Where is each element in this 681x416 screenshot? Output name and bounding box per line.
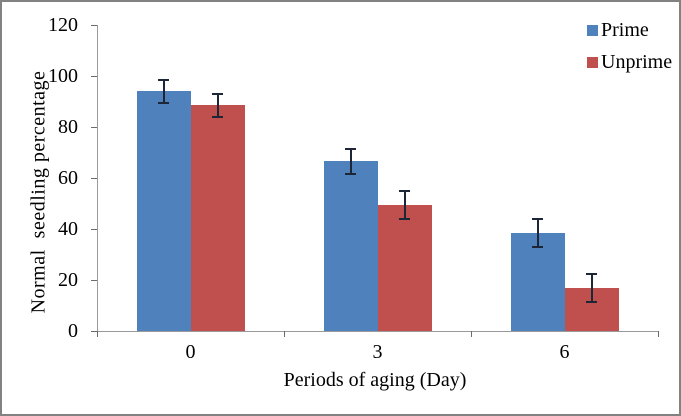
error-bar-unprime-3-cap-bottom xyxy=(399,217,410,220)
y-tick-label: 0 xyxy=(68,320,78,342)
error-bar-prime-0-cap-top xyxy=(158,78,169,81)
y-tick-mark xyxy=(91,331,97,332)
error-bar-prime-3-cap-top xyxy=(345,147,356,150)
y-tick-label: 20 xyxy=(58,269,78,291)
bar-unprime-0 xyxy=(190,105,245,331)
error-bar-prime-3-stem xyxy=(349,148,352,175)
error-bar-prime-6-stem xyxy=(536,218,539,247)
y-tick-label: 120 xyxy=(48,14,78,36)
error-bar-unprime-6-cap-bottom xyxy=(586,300,597,303)
y-tick-mark xyxy=(91,229,97,230)
y-tick-label: 80 xyxy=(58,116,78,138)
y-axis-line xyxy=(97,25,98,332)
x-tick-label: 6 xyxy=(559,341,570,363)
error-bar-prime-6-cap-bottom xyxy=(532,245,543,248)
error-bar-unprime-6-stem xyxy=(590,273,593,302)
y-tick-label: 60 xyxy=(58,167,78,189)
y-tick-label: 100 xyxy=(48,65,78,87)
x-axis-line xyxy=(97,331,659,332)
bar-prime-3 xyxy=(323,161,378,331)
legend-label-unprime: Unprime xyxy=(601,51,673,73)
y-tick-mark xyxy=(91,25,97,26)
x-tick-mark xyxy=(658,331,659,337)
error-bar-unprime-6-cap-top xyxy=(586,272,597,275)
y-tick-mark xyxy=(91,76,97,77)
y-tick-label: 40 xyxy=(58,218,78,240)
x-tick-label: 3 xyxy=(372,341,383,363)
y-tick-mark xyxy=(91,127,97,128)
bar-prime-6 xyxy=(510,232,565,331)
bar-unprime-3 xyxy=(377,204,432,331)
error-bar-unprime-3-stem xyxy=(403,190,406,219)
legend-item-prime: Prime xyxy=(587,19,672,41)
x-tick-label: 0 xyxy=(185,341,196,363)
error-bar-prime-0-stem xyxy=(162,79,165,103)
x-tick-mark xyxy=(97,331,98,337)
error-bar-prime-0-cap-bottom xyxy=(158,101,169,104)
legend-label-prime: Prime xyxy=(601,19,649,41)
error-bar-unprime-0-stem xyxy=(216,93,219,117)
x-tick-mark xyxy=(471,331,472,337)
x-tick-mark xyxy=(284,331,285,337)
error-bar-unprime-3-cap-top xyxy=(399,189,410,192)
y-tick-mark xyxy=(91,178,97,179)
error-bar-unprime-0-cap-top xyxy=(212,92,223,95)
y-tick-mark xyxy=(91,280,97,281)
error-bar-prime-3-cap-bottom xyxy=(345,173,356,176)
legend-swatch-unprime xyxy=(587,56,598,68)
legend-swatch-prime xyxy=(587,24,598,36)
error-bar-unprime-0-cap-bottom xyxy=(212,115,223,118)
bar-prime-0 xyxy=(136,91,191,331)
x-axis-title: Periods of aging (Day) xyxy=(283,369,467,391)
legend: Prime Unprime xyxy=(587,19,672,83)
error-bar-prime-6-cap-top xyxy=(532,217,543,220)
legend-item-unprime: Unprime xyxy=(587,51,672,73)
